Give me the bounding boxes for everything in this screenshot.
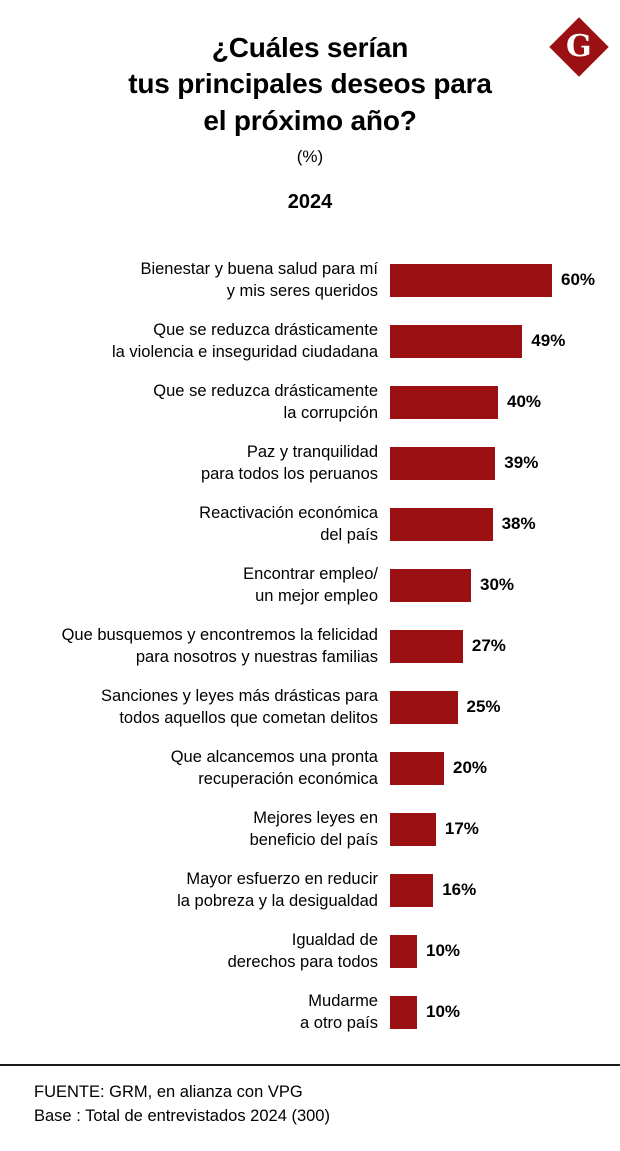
bar	[390, 446, 496, 480]
bar-track: 38%	[378, 507, 620, 541]
bar-label: Mayor esfuerzo en reducir la pobreza y la…	[177, 870, 378, 911]
bar	[390, 324, 523, 358]
bar	[390, 812, 436, 846]
bar-track: 27%	[378, 629, 620, 663]
bar	[390, 873, 434, 907]
bar-value: 40%	[507, 392, 542, 412]
bar	[390, 629, 463, 663]
bar-label: Mudarme a otro país	[300, 992, 378, 1033]
bar-value: 10%	[426, 941, 461, 961]
bar-value: 10%	[426, 1002, 461, 1022]
chart-header: ¿Cuáles serían tus principales deseos pa…	[0, 0, 620, 214]
bar-value: 17%	[444, 819, 479, 839]
bar-row: Que alcancemos una pronta recuperación ec…	[0, 746, 620, 790]
chart-footer: FUENTE: GRM, en alianza con VPG Base : T…	[0, 1063, 620, 1151]
bar-track: 17%	[378, 812, 620, 846]
bar-track: 20%	[378, 751, 620, 785]
bar-value: 20%	[453, 758, 488, 778]
bar	[390, 568, 471, 602]
bar-track: 39%	[378, 446, 620, 480]
title-line-3: el próximo año?	[203, 104, 417, 136]
bar-value: 60%	[561, 270, 596, 290]
bar-label: Encontrar empleo/un mejor empleo	[243, 565, 378, 606]
bar-label: Sanciones y leyes más drásticas para todo…	[101, 687, 378, 728]
logo-letter-g: G	[566, 29, 592, 64]
bar-label: Paz y tranquilidad para todos los peruano…	[200, 443, 378, 484]
bar-value: 25%	[466, 697, 501, 717]
bar-row: Mayor esfuerzo en reducir la pobreza y la…	[0, 868, 620, 912]
bar-label: Mejores leyes en beneficio del país	[249, 809, 378, 850]
bar	[390, 263, 552, 297]
bar-track: 10%	[378, 934, 620, 968]
bar	[390, 385, 498, 419]
bar-row: Que se reduzca drásticamente la corrupció…	[0, 380, 620, 424]
bar-row: Que se reduzca drásticamente la violencia…	[0, 319, 620, 363]
bar-row: Mejores leyes en beneficio del país 17%	[0, 807, 620, 851]
bar-track: 10%	[378, 995, 620, 1029]
year-label: 2024	[287, 191, 333, 214]
bar-rows: Bienestar y buena salud para mí y mis ser…	[0, 258, 620, 1034]
bar-value: 30%	[480, 575, 515, 595]
source-text: FUENTE: GRM, en alianza con VPG	[34, 1082, 303, 1101]
bar-label: Igualdad de derechos para todos	[227, 931, 378, 972]
page-title: ¿Cuáles serían tus principales deseos pa…	[0, 30, 620, 139]
bar-track: 30%	[378, 568, 620, 602]
bar-track: 49%	[378, 324, 620, 358]
bar-track: 60%	[378, 263, 620, 297]
bar-track: 40%	[378, 385, 620, 419]
bar-label: Que se reduzca drásticamente la corrupció…	[153, 382, 378, 423]
bar	[390, 995, 417, 1029]
bar	[390, 751, 444, 785]
unit-label: (%)	[296, 147, 324, 167]
bar-row: Paz y tranquilidad para todos los peruano…	[0, 441, 620, 485]
bar-value: 16%	[442, 880, 477, 900]
bar-value: 49%	[531, 331, 566, 351]
bar-label: Que se reduzca drásticamente la violencia…	[111, 321, 378, 362]
bar-chart: Bienestar y buena salud para mí y mis ser…	[0, 258, 620, 1051]
bar-label: Que alcancemos una pronta recuperación ec…	[170, 748, 378, 789]
bar-label: Bienestar y buena salud para mí y mis ser…	[140, 260, 378, 301]
bar-row: Bienestar y buena salud para mí y mis ser…	[0, 258, 620, 302]
bar-value: 27%	[471, 636, 506, 656]
bar-label: Reactivación económica del país	[199, 504, 378, 545]
bar-value: 39%	[504, 453, 539, 473]
bar-value: 38%	[501, 514, 536, 534]
bar-row: Que busquemos y encontremos la felicidad…	[0, 624, 620, 668]
bar-row: Reactivación económica del país 38%	[0, 502, 620, 546]
title-line-1: ¿Cuáles serían	[211, 32, 409, 63]
base-text: Base : Total de entrevistados 2024 (300)	[34, 1107, 330, 1126]
bar-row: Encontrar empleo/un mejor empleo 30%	[0, 563, 620, 607]
bar	[390, 934, 417, 968]
bar-label: Que busquemos y encontremos la felicidad…	[61, 626, 378, 667]
bar-row: Sanciones y leyes más drásticas para todo…	[0, 685, 620, 729]
bar-track: 25%	[378, 690, 620, 724]
bar	[390, 690, 458, 724]
title-line-2: tus principales deseos para	[128, 68, 492, 100]
bar-track: 16%	[378, 873, 620, 907]
bar-row: Mudarme a otro país 10%	[0, 990, 620, 1034]
bar-row: Igualdad de derechos para todos 10%	[0, 929, 620, 973]
bar	[390, 507, 493, 541]
